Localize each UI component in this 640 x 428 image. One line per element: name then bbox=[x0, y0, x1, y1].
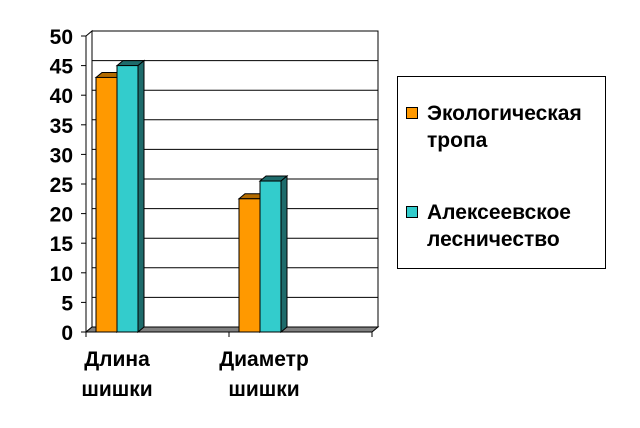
chart-bars bbox=[94, 59, 289, 334]
y-tick-label: 35 bbox=[50, 115, 74, 138]
bar-front-face bbox=[238, 198, 261, 333]
legend-label-eco-trail: Экологическая тропа bbox=[427, 102, 582, 152]
chart-legend: Экологическая тропа Алексеевское лесниче… bbox=[397, 76, 606, 269]
y-tick-label: 0 bbox=[61, 322, 73, 345]
y-tick-label: 45 bbox=[50, 56, 74, 79]
y-tick-label: 20 bbox=[50, 204, 73, 227]
legend-item-alekseevskoe: Алексеевское лесничество bbox=[406, 199, 607, 253]
y-axis-ticks: 0 5 10 15 20 25 30 35 40 45 50 bbox=[50, 26, 86, 345]
bar-diameter-alekseevskoe bbox=[258, 174, 289, 334]
legend-swatch-orange bbox=[406, 107, 418, 119]
bar-side-face bbox=[280, 174, 288, 334]
y-tick-label: 30 bbox=[50, 144, 73, 167]
y-tick-label: 50 bbox=[50, 26, 73, 49]
y-tick-label: 10 bbox=[50, 263, 73, 286]
legend-swatch-teal bbox=[406, 206, 418, 218]
y-tick-label: 15 bbox=[50, 233, 74, 256]
legend-item-eco-trail: Экологическая тропа bbox=[406, 100, 607, 154]
bar-length-alekseevskoe bbox=[115, 59, 146, 334]
bar-front-face bbox=[95, 76, 118, 333]
legend-label-alekseevskoe: Алексеевское лесничество bbox=[427, 201, 571, 251]
bar-side-face bbox=[137, 59, 145, 334]
bar-front-face bbox=[116, 65, 139, 333]
chart-side-wall bbox=[85, 29, 93, 334]
y-tick-label: 40 bbox=[50, 85, 73, 108]
y-tick-label: 5 bbox=[61, 292, 73, 315]
category-label-diameter: Диаметр шишки bbox=[219, 348, 309, 401]
category-label-length: Длина шишки bbox=[81, 348, 153, 401]
bar-front-face bbox=[259, 180, 282, 333]
y-tick-label: 25 bbox=[50, 174, 74, 197]
